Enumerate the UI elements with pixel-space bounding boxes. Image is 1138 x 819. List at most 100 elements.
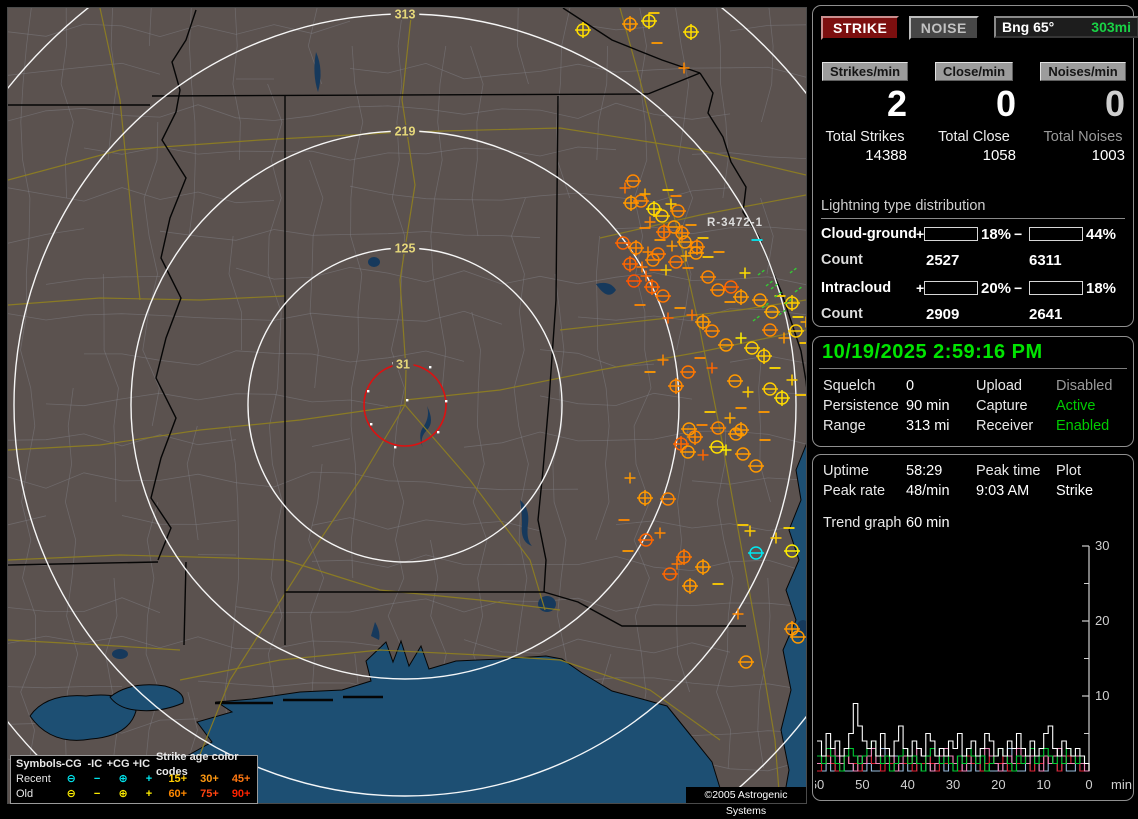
range-rings: 313 219 125 31 xyxy=(8,8,806,803)
close-per-min-value: 0 xyxy=(995,83,1016,124)
plus-sign: + xyxy=(916,226,925,242)
noise-button[interactable]: NOISE xyxy=(908,16,979,40)
age-90: 90+ xyxy=(231,788,251,800)
count-label: Count xyxy=(821,252,863,268)
noises-per-min-value: 0 xyxy=(1104,83,1125,124)
uptime-label: Uptime xyxy=(823,463,869,479)
cg-neg-bar xyxy=(1029,227,1083,241)
minus-sign: − xyxy=(1014,280,1023,296)
age-15: 15+ xyxy=(168,773,188,785)
persistence-label: Persistence xyxy=(823,398,899,414)
counters-panel: STRIKE NOISE Bng 65° 303mi Strikes/min 2… xyxy=(812,5,1138,327)
svg-text:min: min xyxy=(1111,777,1132,792)
range-value: 313 mi xyxy=(906,418,950,434)
intracloud-label: Intracloud xyxy=(821,280,892,296)
svg-text:40: 40 xyxy=(900,777,914,792)
svg-text:313: 313 xyxy=(395,8,416,22)
peak-time-label: Peak time xyxy=(976,463,1041,479)
svg-text:31: 31 xyxy=(396,358,410,372)
ic-neg-bar xyxy=(1029,281,1083,295)
trend-graph: 10 20 30 60 50 40 30 20 10 0 min xyxy=(815,539,1132,792)
plot-value: Strike xyxy=(1056,483,1094,499)
svg-text:10: 10 xyxy=(1095,688,1109,703)
trend-graph-label: Trend graph xyxy=(823,515,902,531)
svg-text:0: 0 xyxy=(1085,777,1092,792)
close-per-min-label: Close/min xyxy=(934,62,1014,81)
count-label: Count xyxy=(821,306,863,322)
trend-panel: Uptime 58:29 Peak time Plot Peak rate 48… xyxy=(812,454,1134,801)
peak-time-value: 9:03 AM xyxy=(976,483,1030,499)
cg-pos-pct: 18% xyxy=(981,226,1012,243)
legend-col--cg: -CG xyxy=(61,758,82,770)
ic-neg-pct: 18% xyxy=(1086,280,1117,297)
trend-window-value: 60 min xyxy=(906,515,950,531)
ic-pos-count: 2909 xyxy=(926,306,960,323)
circle-plus-icon: ⊕ xyxy=(118,788,128,800)
status-panel: 10/19/2025 2:59:16 PM Squelch 0 Upload D… xyxy=(812,336,1134,447)
range-label: Range xyxy=(823,418,866,434)
total-close-label: Total Close xyxy=(938,129,1010,145)
plus-icon: + xyxy=(145,788,153,800)
water-bodies xyxy=(29,443,806,803)
cg-pos-bar xyxy=(924,227,978,241)
capture-label: Capture xyxy=(976,398,1028,414)
map-canvas: 313 219 125 31 R-3472-1 xyxy=(8,8,806,803)
cloud-ground-label: Cloud-ground xyxy=(821,226,917,242)
strikes-per-min-value: 2 xyxy=(886,83,907,124)
age-75: 75+ xyxy=(200,788,219,800)
receiver-value: Enabled xyxy=(1056,418,1110,434)
datetime-display: 10/19/2025 2:59:16 PM xyxy=(822,341,1043,363)
receiver-label: Receiver xyxy=(976,418,1034,434)
persistence-value: 90 min xyxy=(906,398,950,414)
legend-col--ic: -IC xyxy=(87,758,103,770)
plus-icon: + xyxy=(145,773,153,785)
ic-pos-pct: 20% xyxy=(981,280,1012,297)
legend-row-old-label: Old xyxy=(16,788,34,800)
legend-col-pcg: +CG xyxy=(106,758,130,770)
upload-value: Disabled xyxy=(1056,378,1113,394)
legend-row-recent-label: Recent xyxy=(16,773,51,785)
svg-text:125: 125 xyxy=(395,242,416,256)
map-legend: Symbols -CG -IC +CG +IC Strike age color… xyxy=(10,751,258,804)
age-45: 45+ xyxy=(231,773,251,785)
peak-rate-value: 48/min xyxy=(906,483,950,499)
legend-symbols-header: Symbols xyxy=(16,758,62,770)
strike-button[interactable]: STRIKE xyxy=(821,16,900,40)
strike-symbols xyxy=(575,12,806,669)
airspace-label: R-3472-1 xyxy=(707,217,763,229)
copyright-label: ©2005 Astrogenic Systems xyxy=(686,787,806,817)
total-noises-label: Total Noises xyxy=(1043,129,1123,145)
svg-text:219: 219 xyxy=(395,125,416,139)
svg-text:50: 50 xyxy=(855,777,869,792)
state-borders xyxy=(8,8,806,646)
capture-value: Active xyxy=(1056,398,1096,414)
svg-text:20: 20 xyxy=(991,777,1005,792)
minus-icon: − xyxy=(93,773,101,785)
bearing-display: Bng 65° 303mi xyxy=(994,16,1138,38)
cg-neg-pct: 44% xyxy=(1086,226,1117,243)
noises-per-min-column: Noises/min 0 Total Noises 1003 xyxy=(1031,62,1135,164)
plus-sign: + xyxy=(916,280,925,296)
county-lines xyxy=(8,8,806,778)
lightning-map[interactable]: 313 219 125 31 R-3472-1 Symbols -CG -IC +CG … xyxy=(7,7,807,817)
bearing-label: Bng 65° xyxy=(1002,19,1055,35)
svg-text:R-3472-1: R-3472-1 xyxy=(707,217,763,229)
uptime-value: 58:29 xyxy=(906,463,943,479)
circle-minus-icon: ⊖ xyxy=(66,773,76,785)
total-strikes-value: 14388 xyxy=(865,147,907,164)
intracloud-row: Intracloud + 20% − 18% xyxy=(813,280,1135,297)
minus-sign: − xyxy=(1014,226,1023,242)
cg-pos-count: 2527 xyxy=(926,252,960,269)
age-60: 60+ xyxy=(168,788,188,800)
close-per-min-column: Close/min 0 Total Close 1058 xyxy=(922,62,1026,164)
ic-neg-count: 2641 xyxy=(1029,306,1063,323)
squelch-label: Squelch xyxy=(823,378,876,394)
squelch-value: 0 xyxy=(906,378,915,394)
svg-text:30: 30 xyxy=(1095,539,1109,553)
noises-per-min-label: Noises/min xyxy=(1040,62,1126,81)
total-strikes-label: Total Strikes xyxy=(825,129,905,145)
legend-col-pic: +IC xyxy=(132,758,151,770)
total-close-value: 1058 xyxy=(982,147,1016,164)
plot-label: Plot xyxy=(1056,463,1081,479)
legend-age-title: Strike age color codes xyxy=(155,750,239,778)
